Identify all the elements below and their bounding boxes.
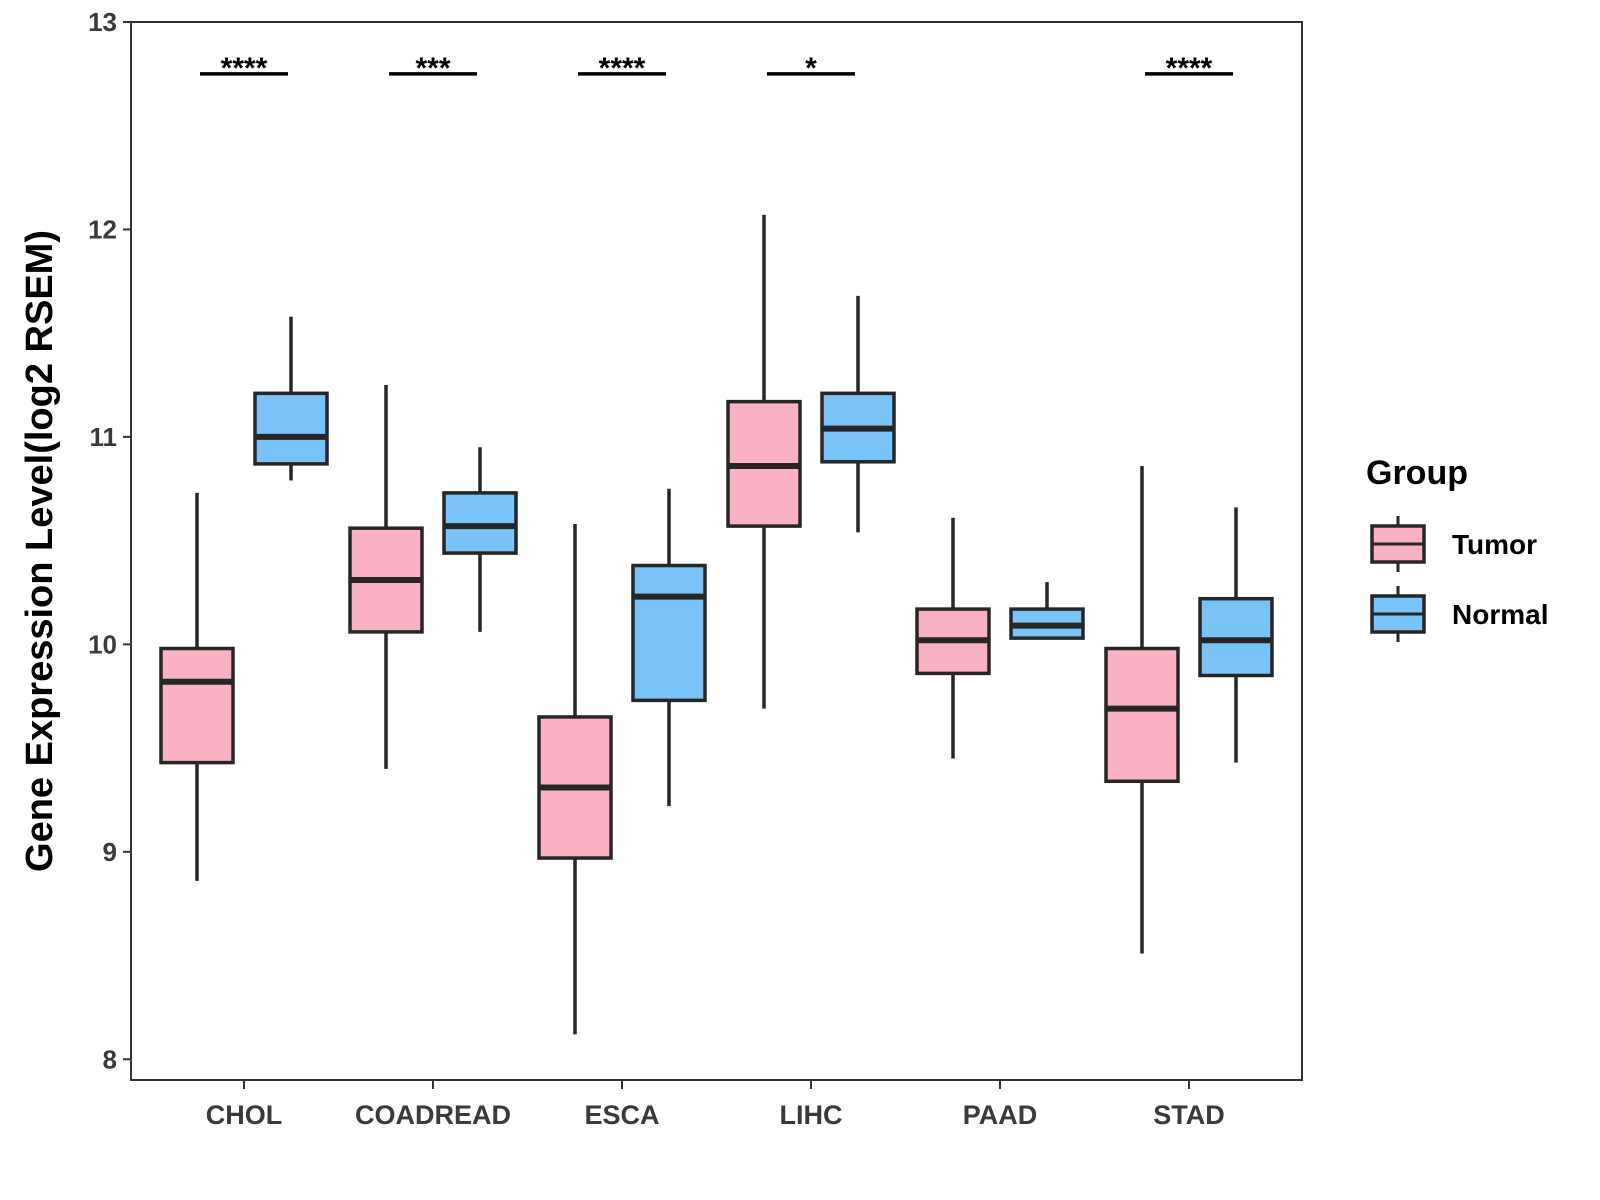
box-normal-stad — [1198, 507, 1274, 763]
box-tumor-coadread — [348, 385, 424, 769]
x-tick-label: CHOL — [206, 1100, 283, 1130]
box-tumor-paad — [915, 517, 991, 759]
significance-label: **** — [599, 52, 646, 85]
box-tumor-esca — [537, 524, 613, 1035]
box-iqr — [159, 646, 235, 765]
x-axis: CHOL COADREAD ESCA LIHC PAAD STAD — [206, 1080, 1225, 1130]
x-tick-label: COADREAD — [355, 1100, 511, 1130]
legend-item-tumor: Tumor — [1370, 516, 1537, 572]
box-tumor-lihc — [726, 214, 802, 709]
x-tick-label: LIHC — [780, 1100, 843, 1130]
significance-layer: **** *** **** * **** — [200, 52, 1233, 85]
significance-label: *** — [415, 52, 450, 85]
y-tick-label: 8 — [103, 1044, 117, 1074]
box-normal-esca — [631, 488, 707, 807]
y-tick-label: 9 — [103, 837, 117, 867]
box-iqr — [631, 563, 707, 703]
y-tick-label: 12 — [88, 214, 117, 244]
y-tick-label: 11 — [90, 422, 118, 452]
box-tumor-stad — [1104, 465, 1180, 954]
x-tick-label: ESCA — [584, 1100, 659, 1130]
plot-panel — [130, 21, 1303, 1081]
box-iqr — [253, 391, 329, 466]
legend-label: Tumor — [1452, 529, 1537, 560]
x-tick-label: PAAD — [963, 1100, 1038, 1130]
boxes-layer — [159, 214, 1274, 1035]
y-tick-label: 10 — [88, 629, 117, 659]
x-tick-label: STAD — [1153, 1100, 1225, 1130]
box-tumor-chol — [159, 492, 235, 881]
box-normal-lihc — [820, 295, 896, 533]
legend-label: Normal — [1452, 599, 1548, 630]
legend-item-normal: Normal — [1370, 586, 1548, 642]
box-normal-paad — [1009, 582, 1085, 640]
legend-title: Group — [1366, 454, 1468, 492]
y-axis-title: Gene Expression Level(log2 RSEM) — [19, 230, 61, 872]
box-iqr — [442, 491, 518, 555]
legend: Group Tumor Normal — [1366, 454, 1548, 642]
box-normal-chol — [253, 316, 329, 481]
significance-label: * — [805, 52, 817, 85]
y-tick-label: 13 — [88, 7, 117, 37]
box-normal-coadread — [442, 447, 518, 632]
box-iqr — [1198, 596, 1274, 678]
box-iqr — [1104, 646, 1180, 784]
significance-label: **** — [1166, 52, 1213, 85]
significance-label: **** — [221, 52, 268, 85]
y-axis: 8 9 10 11 12 13 — [88, 7, 131, 1074]
